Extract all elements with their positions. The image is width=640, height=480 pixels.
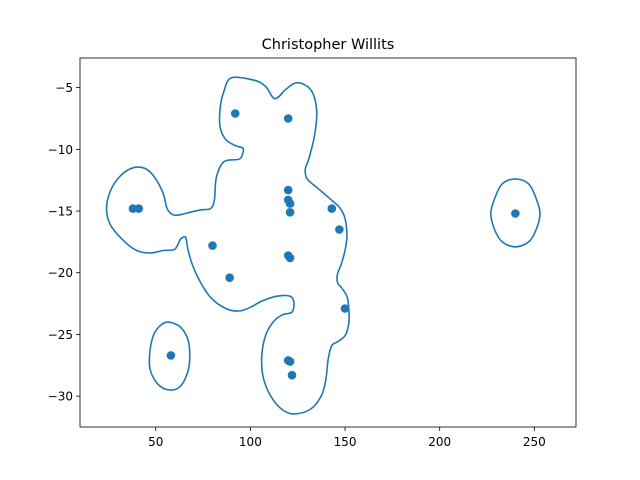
x-tick-label-1: 100 — [239, 435, 262, 449]
y-tick-label-5: −30 — [48, 390, 73, 404]
x-tick-label-2: 150 — [334, 435, 357, 449]
data-point-0 — [230, 109, 240, 118]
data-point-7 — [335, 225, 344, 234]
data-point-10 — [208, 241, 217, 250]
y-tick-label-0: −5 — [55, 81, 73, 95]
data-point-4 — [285, 199, 295, 208]
x-tick-label-0: 50 — [148, 435, 163, 449]
data-point-17 — [285, 357, 295, 366]
contour-line-0 — [105, 76, 350, 415]
data-point-19 — [511, 209, 520, 218]
y-tick-label-3: −20 — [48, 266, 73, 280]
axes-frame — [79, 57, 577, 428]
data-point-11 — [225, 273, 234, 283]
contour-line-2 — [489, 178, 541, 248]
y-tick-label-1: −10 — [48, 143, 73, 157]
chart-title: Christopher Willits — [262, 37, 395, 53]
y-tick-label-2: −15 — [48, 205, 73, 219]
data-point-9 — [134, 204, 143, 213]
data-point-18 — [287, 370, 297, 380]
data-point-5 — [285, 208, 295, 217]
data-point-2 — [283, 185, 293, 195]
data-point-15 — [166, 351, 176, 360]
plot-area — [105, 76, 541, 415]
data-point-14 — [340, 304, 350, 313]
contour-line-1 — [148, 321, 191, 391]
data-point-1 — [283, 114, 293, 123]
x-tick-label-3: 200 — [428, 435, 451, 449]
data-point-6 — [327, 204, 337, 213]
y-tick-label-4: −25 — [48, 328, 73, 342]
data-point-13 — [285, 253, 295, 263]
axis-ticks: 50 100 150 200 250 −5 −10 −15 −20 −25 −30 — [48, 81, 546, 449]
x-tick-label-4: 250 — [523, 435, 546, 449]
